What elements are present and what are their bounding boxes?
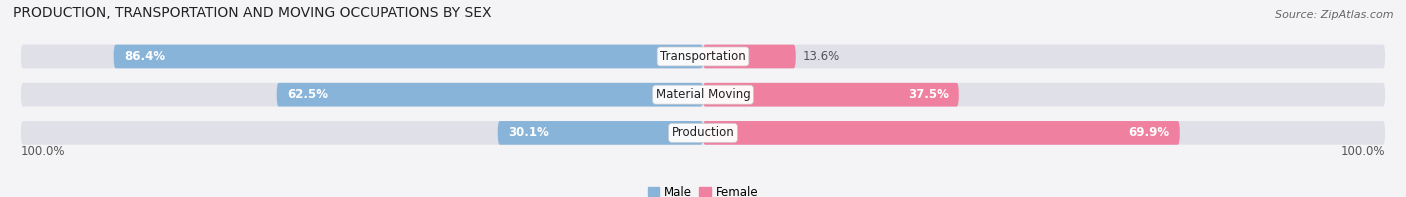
Text: PRODUCTION, TRANSPORTATION AND MOVING OCCUPATIONS BY SEX: PRODUCTION, TRANSPORTATION AND MOVING OC… (13, 6, 491, 20)
FancyBboxPatch shape (703, 121, 1180, 145)
FancyBboxPatch shape (277, 83, 703, 107)
Text: 100.0%: 100.0% (1340, 145, 1385, 158)
Legend: Male, Female: Male, Female (643, 181, 763, 197)
Text: 100.0%: 100.0% (21, 145, 66, 158)
Text: Source: ZipAtlas.com: Source: ZipAtlas.com (1275, 10, 1393, 20)
Text: 13.6%: 13.6% (803, 50, 839, 63)
Text: Transportation: Transportation (661, 50, 745, 63)
Text: 69.9%: 69.9% (1129, 126, 1170, 139)
FancyBboxPatch shape (21, 121, 1385, 145)
Text: 30.1%: 30.1% (508, 126, 548, 139)
Text: Production: Production (672, 126, 734, 139)
Text: Material Moving: Material Moving (655, 88, 751, 101)
Text: 62.5%: 62.5% (287, 88, 328, 101)
FancyBboxPatch shape (21, 45, 1385, 68)
FancyBboxPatch shape (703, 45, 796, 68)
FancyBboxPatch shape (703, 83, 959, 107)
FancyBboxPatch shape (114, 45, 703, 68)
Text: 37.5%: 37.5% (908, 88, 949, 101)
Text: 86.4%: 86.4% (124, 50, 165, 63)
FancyBboxPatch shape (21, 83, 1385, 107)
FancyBboxPatch shape (498, 121, 703, 145)
